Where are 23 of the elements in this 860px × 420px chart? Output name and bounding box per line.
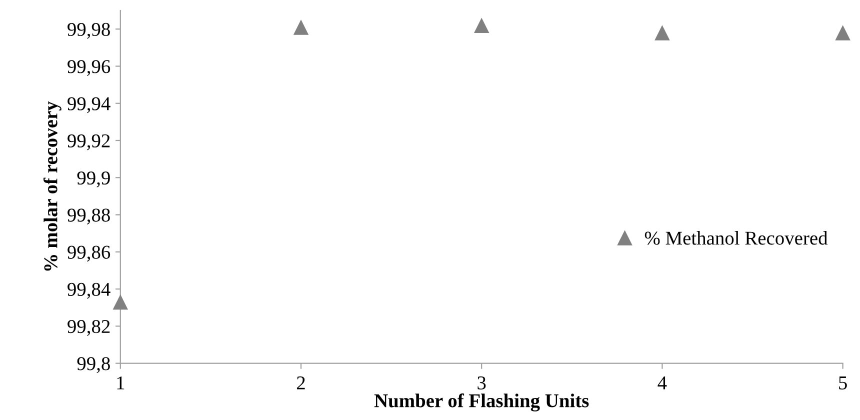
- point: [112, 294, 128, 310]
- y-tick-label: 99,9: [77, 171, 110, 188]
- x-tick-label: 1: [117, 376, 124, 390]
- x-tick-label: 2: [296, 376, 305, 390]
- legend-label: % Methanol Recovered: [644, 231, 828, 245]
- y-tick-label: 99,82: [68, 320, 110, 336]
- point: [835, 25, 850, 40]
- x-tick-label: 4: [658, 376, 667, 390]
- y-tick-label: 99,94: [68, 97, 110, 114]
- y-tick-label: 99,96: [68, 60, 110, 76]
- y-tick-label: 99,86: [68, 246, 110, 262]
- y-axis-title: % molar of recovery: [43, 101, 62, 271]
- x-tick-label: 3: [478, 376, 486, 390]
- x-axis-title: Number of Flashing Units: [374, 393, 589, 412]
- point: [293, 20, 309, 35]
- y-tick-label: 99,88: [68, 208, 110, 224]
- point: [474, 18, 490, 33]
- y-tick-label: 99,8: [77, 357, 110, 374]
- y-tick-label: 99,92: [68, 134, 110, 150]
- x-tick-label: 5: [839, 376, 847, 390]
- y-tick-label: 99,98: [68, 22, 110, 39]
- y-tick-label: 99,84: [68, 282, 110, 299]
- point: [654, 25, 670, 40]
